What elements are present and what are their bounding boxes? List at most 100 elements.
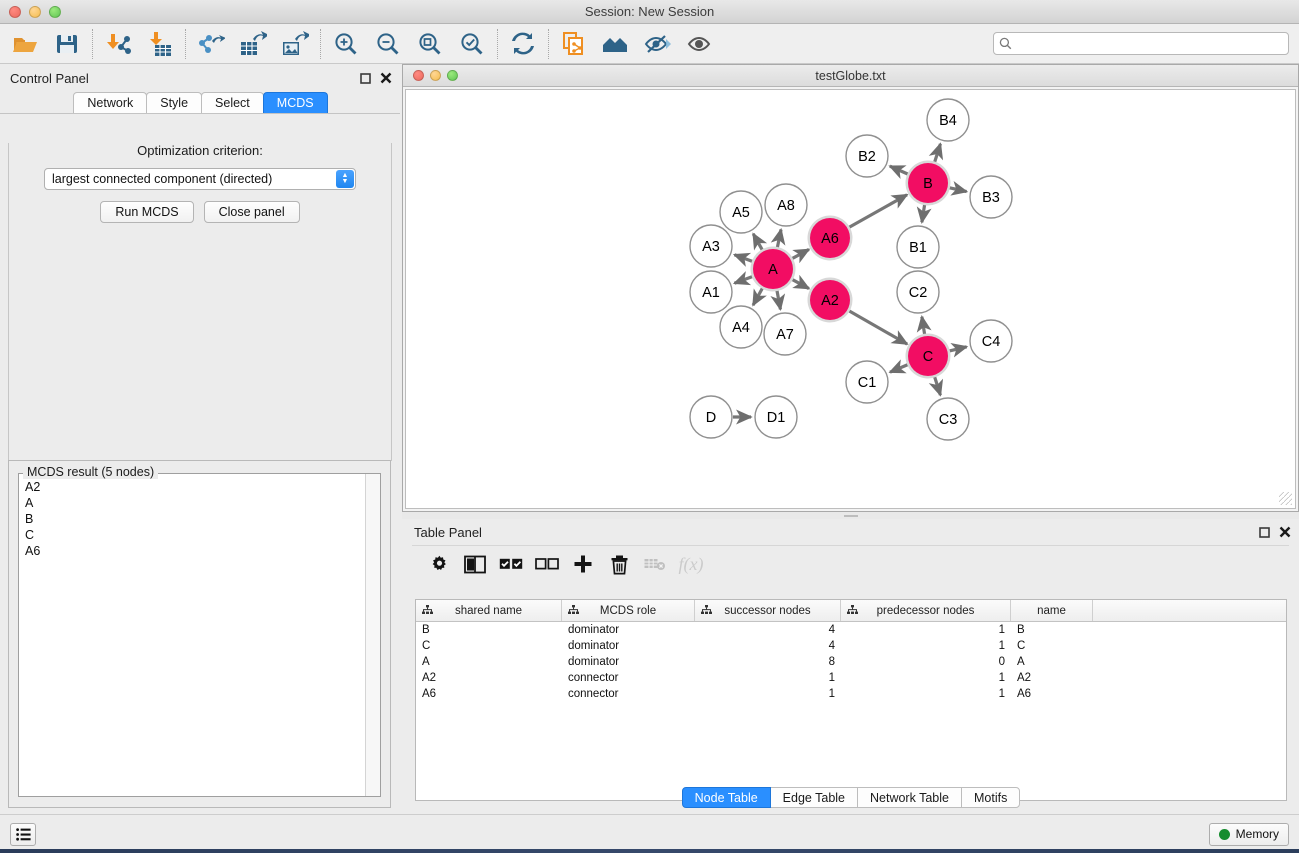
hide-icon[interactable] [637,25,679,63]
node-circle[interactable] [896,225,940,269]
table-row[interactable]: A6 connector 1 1 A6 [416,686,1286,702]
zoom-fit-icon[interactable] [409,25,451,63]
table-cell[interactable]: A [1017,656,1025,668]
graph-node-B4[interactable]: B4 [926,98,970,142]
graph-node-C[interactable]: C [905,333,951,379]
node-circle[interactable] [908,163,948,203]
zoom-selected-icon[interactable] [451,25,493,63]
list-item[interactable]: A6 [25,544,41,558]
node-circle[interactable] [969,319,1013,363]
zoom-window-button[interactable] [49,5,61,18]
node-circle[interactable] [908,336,948,376]
graph-node-B1[interactable]: B1 [896,225,940,269]
column-layout-icon[interactable] [460,549,490,579]
table-cell[interactable]: 1 [998,688,1005,700]
graph-node-D[interactable]: D [689,395,733,439]
node-circle[interactable] [810,280,850,320]
close-icon[interactable] [1279,526,1291,538]
save-icon[interactable] [46,25,88,63]
table-cell[interactable]: B [1017,624,1025,636]
table-cell[interactable]: 1 [828,688,835,700]
node-circle[interactable] [764,183,808,227]
table-cell[interactable]: 1 [998,672,1005,684]
list-item[interactable]: A [25,496,34,510]
graph-edge[interactable] [916,203,932,224]
network-canvas[interactable]: B4 B2 B B3 A5 A8 A6 A3 B1 A C2 A1 A2 A4 A7 C4 C C1 C3 D D1 [405,89,1296,509]
settings-gear-icon[interactable] [424,549,454,579]
search-box[interactable] [993,32,1289,55]
graph-edge[interactable] [888,164,910,180]
tab-style[interactable]: Style [146,92,203,113]
network-zoom-button[interactable] [447,70,458,81]
minimize-window-button[interactable] [29,5,41,18]
search-input[interactable] [1012,35,1283,52]
graph-edge[interactable] [847,193,909,230]
network-graph[interactable]: B4 B2 B B3 A5 A8 A6 A3 B1 A C2 A1 A2 A4 A7 C4 C C1 C3 D D1 [406,90,1296,509]
select-all-checkboxes-icon[interactable] [496,549,526,579]
function-builder-icon[interactable]: f(x) [678,553,704,574]
graph-edge[interactable] [948,342,969,358]
table-cell[interactable]: 0 [998,656,1005,668]
node-circle[interactable] [753,249,793,289]
list-item[interactable]: B [25,512,34,526]
export-table-icon[interactable] [232,25,274,63]
export-network-icon[interactable] [190,25,232,63]
graph-node-C4[interactable]: C4 [969,319,1013,363]
home-icon[interactable] [595,25,637,63]
mcds-result-list-container[interactable]: A2 A B C A6 [18,473,381,797]
table-cell[interactable]: C [1017,640,1026,652]
close-window-button[interactable] [9,5,21,18]
node-circle[interactable] [689,270,733,314]
tab-network-table[interactable]: Network Table [857,787,962,808]
optimization-criterion-select[interactable]: largest connected component (directed) ▲… [44,168,356,190]
node-circle[interactable] [719,190,763,234]
delete-row-icon[interactable] [604,549,634,579]
graph-node-C3[interactable]: C3 [926,397,970,441]
tab-network[interactable]: Network [73,92,148,113]
node-circle[interactable] [689,395,733,439]
table-cell[interactable]: 1 [828,672,835,684]
graph-edge[interactable] [888,359,910,374]
export-image-icon[interactable] [274,25,316,63]
table-cell[interactable]: connector [568,688,619,700]
table-column-header[interactable]: predecessor nodes [841,600,1011,621]
graph-node-B[interactable]: B [905,160,951,206]
panel-splitter[interactable] [402,512,1299,519]
table-cell[interactable]: 4 [828,624,835,636]
import-network-icon[interactable] [97,25,139,63]
table-column-header[interactable]: MCDS role [562,600,695,621]
zoom-in-icon[interactable] [325,25,367,63]
network-close-button[interactable] [413,70,424,81]
chevron-updown-icon[interactable]: ▲ ▼ [336,170,354,188]
graph-node-A7[interactable]: A7 [763,312,807,356]
graph-edge[interactable] [928,142,944,164]
open-folder-icon[interactable] [4,25,46,63]
node-circle[interactable] [926,98,970,142]
tab-select[interactable]: Select [201,92,264,113]
tab-mcds[interactable]: MCDS [262,92,328,113]
graph-node-B2[interactable]: B2 [845,134,889,178]
graph-edge[interactable] [790,274,811,290]
node-circle[interactable] [845,360,889,404]
node-circle[interactable] [926,397,970,441]
node-table[interactable]: shared name MCDS role successor nodes prede… [415,599,1287,801]
graph-node-A8[interactable]: A8 [764,183,808,227]
node-circle[interactable] [969,175,1013,219]
graph-node-A3[interactable]: A3 [689,224,733,268]
table-cell[interactable]: A2 [1017,672,1032,684]
resize-grip[interactable] [1279,492,1292,505]
import-table-icon[interactable] [139,25,181,63]
list-item[interactable]: A2 [25,480,41,494]
graph-node-C2[interactable]: C2 [896,270,940,314]
result-scrollbar[interactable] [365,474,380,796]
list-icon[interactable] [10,822,36,846]
close-panel-button[interactable]: Close panel [203,201,300,223]
table-cell[interactable]: B [422,624,430,636]
graph-node-A1[interactable]: A1 [689,270,733,314]
memory-button[interactable]: Memory [1208,822,1289,846]
graph-nodes[interactable]: B4 B2 B B3 A5 A8 A6 A3 B1 A C2 A1 A2 A4 A7 C4 C C1 C3 D D1 [689,98,1013,441]
graph-edge[interactable] [751,286,767,307]
deselect-all-checkboxes-icon[interactable] [532,549,562,579]
